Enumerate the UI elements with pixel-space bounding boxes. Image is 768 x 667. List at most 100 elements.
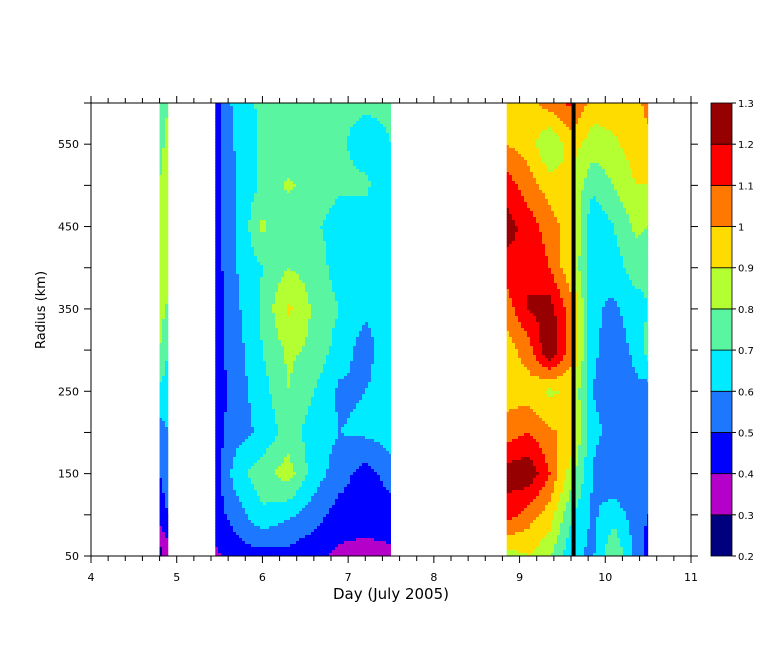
contour-cell bbox=[269, 499, 273, 503]
contour-cell bbox=[251, 124, 255, 128]
contour-cell bbox=[245, 379, 249, 383]
contour-cell bbox=[239, 472, 243, 476]
contour-cell bbox=[236, 127, 240, 131]
contour-cell bbox=[242, 484, 246, 488]
contour-cell bbox=[290, 451, 294, 455]
contour-cell bbox=[251, 514, 255, 518]
contour-cell bbox=[236, 475, 240, 479]
contour-cell bbox=[278, 310, 282, 314]
contour-cell bbox=[236, 535, 240, 539]
contour-cell bbox=[269, 451, 273, 455]
contour-cell bbox=[168, 481, 169, 485]
contour-cell bbox=[251, 142, 255, 146]
contour-cell bbox=[221, 205, 225, 209]
contour-cell bbox=[269, 313, 273, 317]
contour-cell bbox=[275, 334, 279, 338]
contour-cell bbox=[263, 370, 267, 374]
contour-cell bbox=[260, 166, 264, 170]
contour-cell bbox=[275, 406, 279, 410]
contour-cell bbox=[254, 337, 258, 341]
contour-cell bbox=[221, 112, 225, 116]
contour-cell bbox=[257, 436, 261, 440]
contour-cell bbox=[287, 331, 291, 335]
contour-cell bbox=[269, 523, 273, 527]
contour-cell bbox=[299, 346, 303, 350]
contour-cell bbox=[230, 157, 234, 161]
contour-cell bbox=[272, 340, 276, 344]
contour-cell bbox=[165, 304, 169, 308]
contour-cell bbox=[254, 385, 258, 389]
contour-cell bbox=[239, 499, 243, 503]
contour-cell bbox=[284, 106, 288, 110]
contour-cell bbox=[221, 385, 225, 389]
contour-cell bbox=[281, 469, 285, 473]
contour-cell bbox=[239, 253, 243, 257]
contour-cell bbox=[245, 553, 249, 556]
contour-cell bbox=[257, 535, 261, 539]
contour-cell bbox=[296, 229, 300, 233]
contour-cell bbox=[275, 253, 279, 257]
contour-cell bbox=[296, 469, 300, 473]
contour-cell bbox=[281, 379, 285, 383]
contour-cell bbox=[272, 157, 276, 161]
contour-cell bbox=[266, 199, 270, 203]
contour-cell bbox=[254, 328, 258, 332]
contour-cell bbox=[263, 280, 267, 284]
contour-cell bbox=[275, 220, 279, 224]
contour-cell bbox=[257, 160, 261, 164]
contour-cell bbox=[239, 295, 243, 299]
contour-cell bbox=[266, 220, 270, 224]
contour-cell bbox=[272, 445, 276, 449]
contour-cell bbox=[269, 445, 273, 449]
contour-cell bbox=[272, 415, 276, 419]
contour-cell bbox=[168, 484, 169, 488]
contour-cell bbox=[278, 424, 282, 428]
contour-cell bbox=[266, 169, 270, 173]
contour-cell bbox=[239, 487, 243, 491]
contour-cell bbox=[257, 370, 261, 374]
contour-cell bbox=[165, 331, 169, 335]
contour-cell bbox=[266, 229, 270, 233]
contour-cell bbox=[293, 529, 297, 533]
contour-cell bbox=[296, 127, 300, 131]
contour-cell bbox=[296, 169, 300, 173]
contour-cell bbox=[248, 505, 252, 509]
contour-cell bbox=[296, 115, 300, 119]
contour-cell bbox=[168, 547, 169, 551]
contour-cell bbox=[299, 289, 303, 293]
contour-cell bbox=[239, 382, 243, 386]
contour-cell bbox=[266, 376, 270, 380]
contour-cell bbox=[218, 163, 222, 167]
contour-cell bbox=[290, 196, 294, 200]
contour-cell bbox=[266, 415, 270, 419]
contour-cell bbox=[168, 247, 169, 251]
contour-cell bbox=[293, 244, 297, 248]
contour-cell bbox=[221, 253, 225, 257]
contour-cell bbox=[290, 376, 294, 380]
contour-cell bbox=[266, 133, 270, 137]
contour-cell bbox=[284, 121, 288, 125]
contour-cell bbox=[263, 511, 267, 515]
contour-cell bbox=[218, 346, 222, 350]
contour-cell bbox=[245, 157, 249, 161]
contour-cell bbox=[236, 238, 240, 242]
contour-cell bbox=[215, 154, 219, 158]
contour-cell bbox=[251, 379, 255, 383]
contour-cell bbox=[284, 175, 288, 179]
contour-cell bbox=[168, 436, 169, 440]
contour-cell bbox=[281, 223, 285, 227]
contour-cell bbox=[263, 517, 267, 521]
contour-cell bbox=[272, 154, 276, 158]
contour-cell bbox=[257, 202, 261, 206]
contour-cell bbox=[302, 109, 306, 113]
contour-cell bbox=[218, 151, 222, 155]
contour-cell bbox=[224, 331, 228, 335]
contour-cell bbox=[239, 154, 243, 158]
contour-cell bbox=[275, 214, 279, 218]
contour-cell bbox=[162, 412, 166, 416]
contour-cell bbox=[233, 142, 237, 146]
contour-cell bbox=[272, 121, 276, 125]
contour-cell bbox=[284, 331, 288, 335]
contour-cell bbox=[224, 211, 228, 215]
contour-cell bbox=[242, 340, 246, 344]
